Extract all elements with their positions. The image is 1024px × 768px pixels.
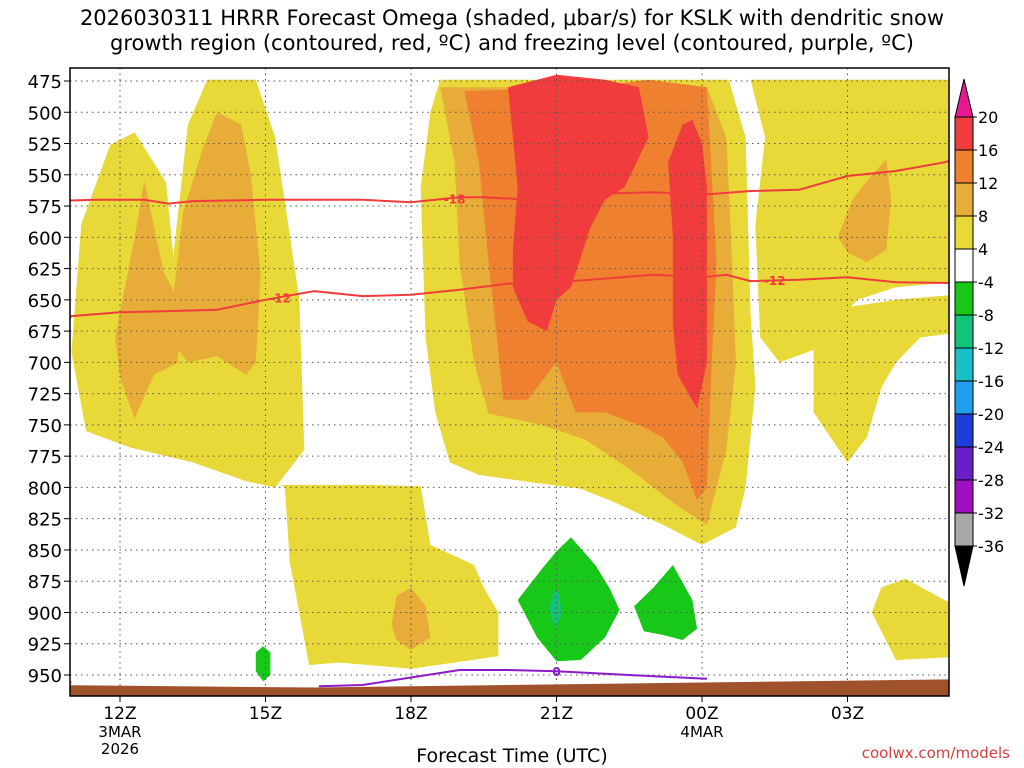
colorbar-bin-9 <box>954 413 974 448</box>
colorbar-label--32: -32 <box>978 504 1004 523</box>
colorbar-label--28: -28 <box>978 471 1004 490</box>
colorbar-arrow-top <box>954 78 974 118</box>
contour-label--18: -18 <box>444 193 466 207</box>
y-tick-label-600: 600 <box>28 228 62 249</box>
y-tick-label-500: 500 <box>28 103 62 124</box>
omega-region--12-18 <box>549 590 562 628</box>
omega-region-4-6 <box>871 578 949 660</box>
y-tick-label-550: 550 <box>28 166 62 187</box>
omega-region--8-15 <box>517 537 620 662</box>
x-date-label-4MAR: 4MAR <box>680 723 723 741</box>
y-tick-label-850: 850 <box>28 541 62 562</box>
colorbar-label--4: -4 <box>978 273 994 292</box>
colorbar-bin-5 <box>954 281 974 316</box>
chart-title: 2026030311 HRRR Forecast Omega (shaded, … <box>0 6 1024 56</box>
colorbar-bin-8 <box>954 380 974 415</box>
colorbar-bin-4 <box>954 248 974 283</box>
colorbar-label--16: -16 <box>978 372 1004 391</box>
omega-region--8-16 <box>634 565 698 640</box>
x-year-label: 2026 <box>101 740 139 758</box>
grid-layer <box>70 68 949 696</box>
omega-shading-layer <box>71 74 949 682</box>
colorbar-bin-7 <box>954 347 974 382</box>
omega-region--8-17 <box>255 646 271 682</box>
y-tick-label-525: 525 <box>28 135 62 156</box>
y-tick-label-575: 575 <box>28 197 62 218</box>
colorbar-label-20: 20 <box>978 108 998 127</box>
y-tick-label-675: 675 <box>28 322 62 343</box>
y-tick-label-650: 650 <box>28 291 62 312</box>
y-tick-label-750: 750 <box>28 416 62 437</box>
colorbar-bin-2 <box>954 182 974 217</box>
omega-region-4-1 <box>280 484 499 669</box>
y-tick-label-900: 900 <box>28 603 62 624</box>
y-tick-label-950: 950 <box>28 666 62 687</box>
omega-region-8-7 <box>115 181 179 419</box>
x-tick-label-03Z: 03Z <box>831 704 864 724</box>
y-tick-label-775: 775 <box>28 447 62 468</box>
x-tick-label-00Z: 00Z <box>685 704 718 724</box>
y-tick-label-800: 800 <box>28 478 62 499</box>
title-line-1: 2026030311 HRRR Forecast Omega (shaded, … <box>79 6 945 30</box>
y-tick-label-700: 700 <box>28 353 62 374</box>
colorbar-label--20: -20 <box>978 405 1004 424</box>
y-tick-label-725: 725 <box>28 385 62 406</box>
terrain-layer <box>70 679 949 696</box>
omega-region-8-8 <box>168 112 261 375</box>
y-tick-label-925: 925 <box>28 635 62 656</box>
colorbar-bin-0 <box>954 116 974 151</box>
contour-line--18 <box>70 159 949 205</box>
contour-layer: -18 -12 -12 0 <box>70 159 949 688</box>
colorbar-label-12: 12 <box>978 174 998 193</box>
contour-label--12: -12 <box>269 291 291 305</box>
terrain-band <box>70 679 949 696</box>
colorbar-label-4: 4 <box>978 240 988 259</box>
colorbar-bin-10 <box>954 446 974 481</box>
x-date-label-3MAR: 3MAR <box>98 723 141 741</box>
colorbar-label--24: -24 <box>978 438 1004 457</box>
x-tick-label-12Z: 12Z <box>103 704 136 724</box>
omega-region-8-11 <box>837 159 892 263</box>
y-axis: 475 500 525 550 575 600 625 650 675 700 725 750 775 8… <box>28 72 70 687</box>
colorbar-arrow-bottom <box>954 545 974 587</box>
colorbar: 20 16 12 8 4 -4 -8 -12 -16 -20 -24 -28 -32 -36 <box>954 78 1004 587</box>
y-tick-label-625: 625 <box>28 260 62 281</box>
colorbar-bin-11 <box>954 479 974 514</box>
contour-label--12: -12 <box>764 274 786 288</box>
x-tick-label-18Z: 18Z <box>394 704 427 724</box>
omega-region-16-13 <box>508 74 649 332</box>
omega-region-16-14 <box>668 119 707 409</box>
colorbar-label--12: -12 <box>978 339 1004 358</box>
colorbar-bin-3 <box>954 215 974 250</box>
colorbar-bin-1 <box>954 149 974 184</box>
colorbar-label-8: 8 <box>978 207 988 226</box>
colorbar-bin-6 <box>954 314 974 349</box>
contour-line-0 <box>318 669 707 688</box>
title-line-2: growth region (contoured, red, ºC) and f… <box>110 31 914 55</box>
x-tick-label-15Z: 15Z <box>249 704 282 724</box>
colorbar-bin-12 <box>954 512 974 547</box>
colorbar-label--8: -8 <box>978 306 994 325</box>
y-tick-label-475: 475 <box>28 72 62 93</box>
x-axis-label: Forecast Time (UTC) <box>416 745 608 767</box>
contour-label-0: 0 <box>552 665 560 679</box>
colorbar-label-16: 16 <box>978 141 998 160</box>
x-tick-label-21Z: 21Z <box>540 704 573 724</box>
colorbar-label--36: -36 <box>978 537 1004 556</box>
contour-line--12 <box>70 273 949 320</box>
credit-text: coolwx.com/models <box>861 744 1010 762</box>
y-tick-label-825: 825 <box>28 510 62 531</box>
plot-frame <box>69 67 950 697</box>
y-tick-label-875: 875 <box>28 572 62 593</box>
